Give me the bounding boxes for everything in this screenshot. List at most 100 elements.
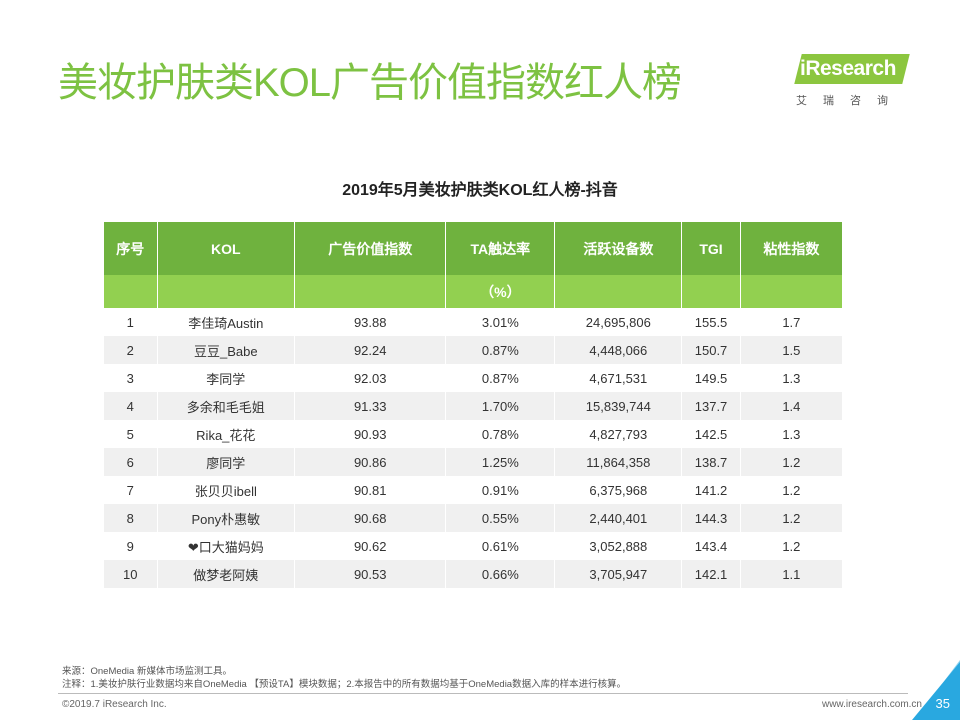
- logo: iResearch 艾瑞咨询: [794, 52, 912, 110]
- table-cell: ❤口大猫妈妈: [156, 532, 295, 560]
- corner-decoration: [912, 662, 960, 720]
- table-cell: 92.03: [294, 364, 446, 392]
- table-cell: 张贝贝ibell: [156, 476, 295, 504]
- table-row: 9 ❤口大猫妈妈 90.62 0.61% 3,052,888 143.4 1.2: [104, 532, 842, 560]
- table-cell: 1.5: [739, 336, 842, 364]
- table-cell: 1.3: [739, 364, 842, 392]
- table-cell: 0.91%: [445, 476, 555, 504]
- table-cell: 1.2: [739, 504, 842, 532]
- column-unit: （%）: [445, 275, 555, 308]
- table-body: 1 李佳琦Austin 93.88 3.01% 24,695,806 155.5 1.7 2 豆…: [104, 308, 842, 588]
- table-cell: 4,827,793: [554, 420, 682, 448]
- column-header: 粘性指数: [739, 222, 842, 275]
- table-row: 6 廖同学 90.86 1.25% 11,864,358 138.7 1.2: [104, 448, 842, 476]
- table-cell: 6,375,968: [554, 476, 682, 504]
- column-header: TA触达率: [445, 222, 555, 275]
- table-cell: 15,839,744: [554, 392, 682, 420]
- table-cell: 李同学: [156, 364, 295, 392]
- column-unit: [554, 275, 682, 308]
- table-cell: 10: [104, 560, 158, 588]
- table-cell: 7: [126, 482, 134, 498]
- table-cell: 0.55%: [445, 504, 555, 532]
- table-cell: 1.1: [739, 560, 842, 588]
- table-cell: 2,440,401: [554, 504, 682, 532]
- table-row: 10 做梦老阿姨 90.53 0.66% 3,705,947 142.1 1.1: [104, 560, 842, 588]
- table-cell: 142.1: [681, 560, 741, 588]
- table-cell: Pony朴惠敏: [156, 504, 295, 532]
- table-row: 8 Pony朴惠敏 90.68 0.55% 2,440,401 144.3 1.2: [104, 504, 842, 532]
- column-header: TGI: [681, 222, 741, 275]
- table-cell: 90.81: [294, 476, 446, 504]
- table-cell: 0.87%: [445, 336, 555, 364]
- table-cell: 149.5: [681, 364, 741, 392]
- table-row: 2 豆豆_Babe 92.24 0.87% 4,448,066 150.7 1.5: [104, 336, 842, 364]
- table-cell: 1.3: [739, 420, 842, 448]
- table-cell: 92.24: [294, 336, 446, 364]
- table-cell: 2: [104, 336, 158, 364]
- table-cell: 3,705,947: [554, 560, 682, 588]
- column-unit: [104, 275, 158, 308]
- table-cell: 1.2: [739, 532, 842, 560]
- table-cell: 143.4: [681, 532, 741, 560]
- table-cell: 155.5: [681, 308, 741, 336]
- logo-text: iResearch: [800, 57, 896, 80]
- table-cell: 90.53: [294, 560, 446, 588]
- notes: 来源：OneMedia 新媒体市场监测工具。 注释：1.美妆护肤行业数据均来自O…: [62, 665, 626, 691]
- divider: [58, 693, 908, 694]
- column-header: 活跃设备数: [554, 222, 682, 275]
- column-header: 广告价值指数: [294, 222, 446, 275]
- table-cell: 1.7: [739, 308, 842, 336]
- logo-sub: 艾瑞咨询: [796, 95, 904, 107]
- page-number: 35: [935, 696, 950, 711]
- ranking-table: 序号 KOL 广告价值指数 TA触达率 活跃设备数 TGI 粘性指数 （%） 1 李佳琦Aus…: [104, 222, 842, 588]
- table-cell: 90.93: [294, 420, 446, 448]
- table-cell: 多余和毛毛姐: [156, 392, 295, 420]
- column-header: 序号: [104, 222, 158, 275]
- table-cell: 5: [126, 426, 134, 442]
- column-unit: [294, 275, 446, 308]
- table-cell: 1.2: [739, 476, 842, 504]
- table-cell: 4: [104, 392, 158, 420]
- table-row: 1 李佳琦Austin 93.88 3.01% 24,695,806 155.5 1.7: [104, 308, 842, 336]
- table-cell: 11,864,358: [554, 448, 682, 476]
- table-cell: 24,695,806: [554, 308, 682, 336]
- table-cell: 150.7: [681, 336, 741, 364]
- header-row: 序号 KOL 广告价值指数 TA触达率 活跃设备数 TGI 粘性指数: [104, 222, 842, 275]
- table-cell: 3,052,888: [554, 532, 682, 560]
- table-cell: 4,448,066: [554, 336, 682, 364]
- table-cell: 141.2: [681, 476, 741, 504]
- table-cell: 3.01%: [445, 308, 555, 336]
- table-cell: 1.25%: [445, 448, 555, 476]
- table-row: 7 张贝贝ibell 90.81 0.91% 6,375,968 141.2 1.2: [104, 476, 842, 504]
- slide-title: 美妆护肤类KOL广告价值指数红人榜: [58, 61, 682, 105]
- table-cell: 李佳琦Austin: [156, 308, 295, 336]
- source: 来源：OneMedia 新媒体市场监测工具。: [62, 666, 232, 677]
- table-cell: 90.62: [294, 532, 446, 560]
- table-cell: 0.78%: [445, 420, 555, 448]
- table-cell: 廖同学: [156, 448, 295, 476]
- table-cell: 91.33: [294, 392, 446, 420]
- website: www.iresearch.com.cn: [821, 699, 922, 710]
- table-row: 4 多余和毛毛姐 91.33 1.70% 15,839,744 137.7 1.4: [104, 392, 842, 420]
- table-cell: 4,671,531: [554, 364, 682, 392]
- table-cell: 8: [104, 504, 158, 532]
- table-cell: 138.7: [681, 448, 741, 476]
- table-cell: 144.3: [681, 504, 741, 532]
- table-cell: 1.70%: [445, 392, 555, 420]
- table-cell: 做梦老阿姨: [156, 560, 295, 588]
- table-cell: 142.5: [681, 420, 741, 448]
- table-cell: Rika_花花: [156, 420, 295, 448]
- table-cell: 93.88: [294, 308, 446, 336]
- table-row: 5 Rika_花花 90.93 0.78% 4,827,793 142.5 1.3: [104, 420, 842, 448]
- unit-row: （%）: [104, 275, 842, 308]
- note: 注释：1.美妆护肤行业数据均来自OneMedia 【预设TA】模块数据；2.本报…: [62, 679, 627, 690]
- table-cell: 90.68: [294, 504, 446, 532]
- table-cell: 1.4: [739, 392, 842, 420]
- table-cell: 1: [126, 314, 134, 330]
- column-unit: [739, 275, 842, 308]
- table-cell: 3: [126, 370, 134, 386]
- copyright: ©2019.7 iResearch Inc.: [62, 699, 167, 710]
- table-cell: 豆豆_Babe: [156, 336, 295, 364]
- column-unit: [681, 275, 741, 308]
